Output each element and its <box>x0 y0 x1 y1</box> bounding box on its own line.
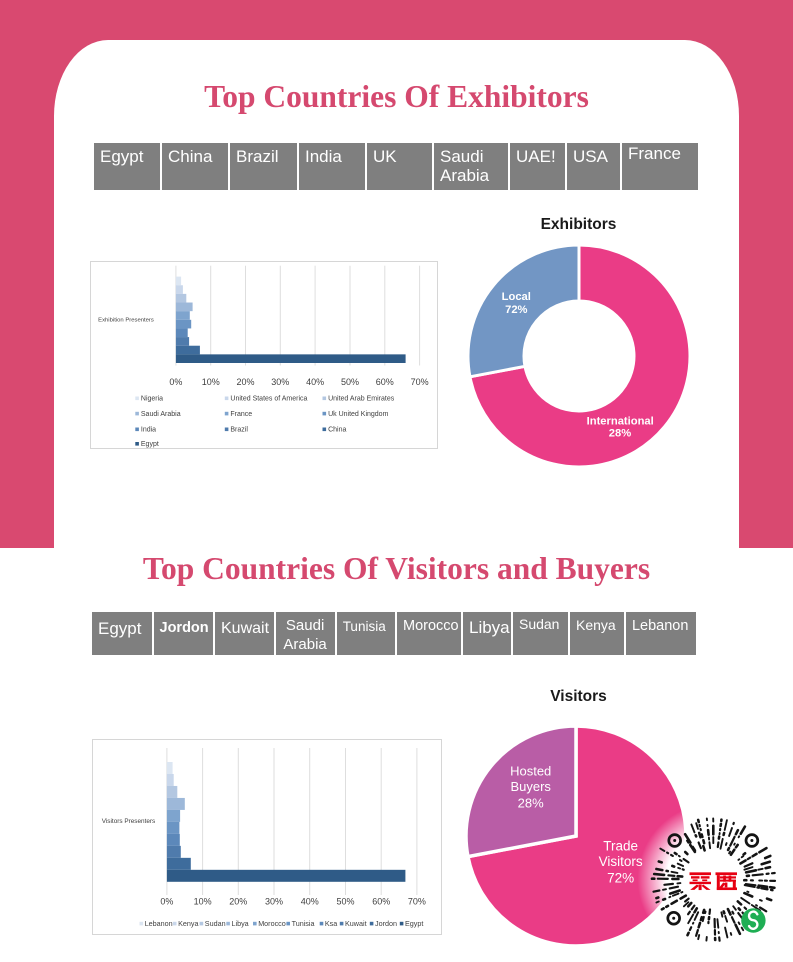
svg-text:Lebanon: Lebanon <box>145 919 173 928</box>
svg-text:0%: 0% <box>160 897 173 907</box>
svg-text:Sudan: Sudan <box>205 919 226 928</box>
svg-text:France: France <box>230 411 252 418</box>
svg-text:Libya: Libya <box>232 919 249 928</box>
svg-text:Trade: Trade <box>603 838 638 853</box>
svg-text:10%: 10% <box>202 377 220 387</box>
svg-text:50%: 50% <box>341 377 359 387</box>
svg-text:28%: 28% <box>609 427 631 439</box>
svg-text:Jordon: Jordon <box>375 919 397 928</box>
svg-text:Morocco: Morocco <box>258 919 286 928</box>
svg-text:72%: 72% <box>505 304 527 316</box>
svg-text:United States of America: United States of America <box>230 396 307 403</box>
svg-text:60%: 60% <box>372 897 390 907</box>
svg-text:30%: 30% <box>265 897 283 907</box>
svg-text:Egypt: Egypt <box>141 441 159 448</box>
svg-text:Visitors Presenters: Visitors Presenters <box>102 818 156 825</box>
svg-text:50%: 50% <box>336 897 354 907</box>
svg-text:Kuwait: Kuwait <box>345 919 367 928</box>
svg-text:United Arab Emirates: United Arab Emirates <box>328 396 395 403</box>
svg-text:10%: 10% <box>194 897 212 907</box>
svg-text:30%: 30% <box>271 377 289 387</box>
svg-text:Tunisia: Tunisia <box>292 919 315 928</box>
svg-text:Visitors: Visitors <box>599 854 643 869</box>
svg-text:Ksa: Ksa <box>325 919 337 928</box>
svg-text:70%: 70% <box>408 897 426 907</box>
svg-text:40%: 40% <box>306 377 324 387</box>
svg-text:60%: 60% <box>376 377 394 387</box>
svg-text:20%: 20% <box>236 377 254 387</box>
svg-text:28%: 28% <box>518 795 544 810</box>
svg-text:Saudi Arabia: Saudi Arabia <box>141 411 181 418</box>
svg-text:0%: 0% <box>169 377 182 387</box>
svg-text:International: International <box>587 416 654 428</box>
svg-text:Exhibition Presenters: Exhibition Presenters <box>98 318 154 324</box>
svg-text:Uk United Kingdom: Uk United Kingdom <box>328 411 388 418</box>
svg-text:Buyers: Buyers <box>510 779 551 794</box>
svg-text:20%: 20% <box>229 897 247 907</box>
svg-text:Local: Local <box>502 291 531 303</box>
svg-text:Brazil: Brazil <box>230 427 248 434</box>
svg-text:Egypt: Egypt <box>405 919 423 928</box>
svg-text:40%: 40% <box>301 897 319 907</box>
svg-text:Hosted: Hosted <box>510 764 551 779</box>
svg-text:70%: 70% <box>411 377 429 387</box>
svg-text:India: India <box>141 427 156 434</box>
svg-text:China: China <box>328 427 346 434</box>
svg-text:Nigeria: Nigeria <box>141 396 163 403</box>
svg-text:72%: 72% <box>607 871 634 886</box>
svg-text:Kenya: Kenya <box>178 919 198 928</box>
